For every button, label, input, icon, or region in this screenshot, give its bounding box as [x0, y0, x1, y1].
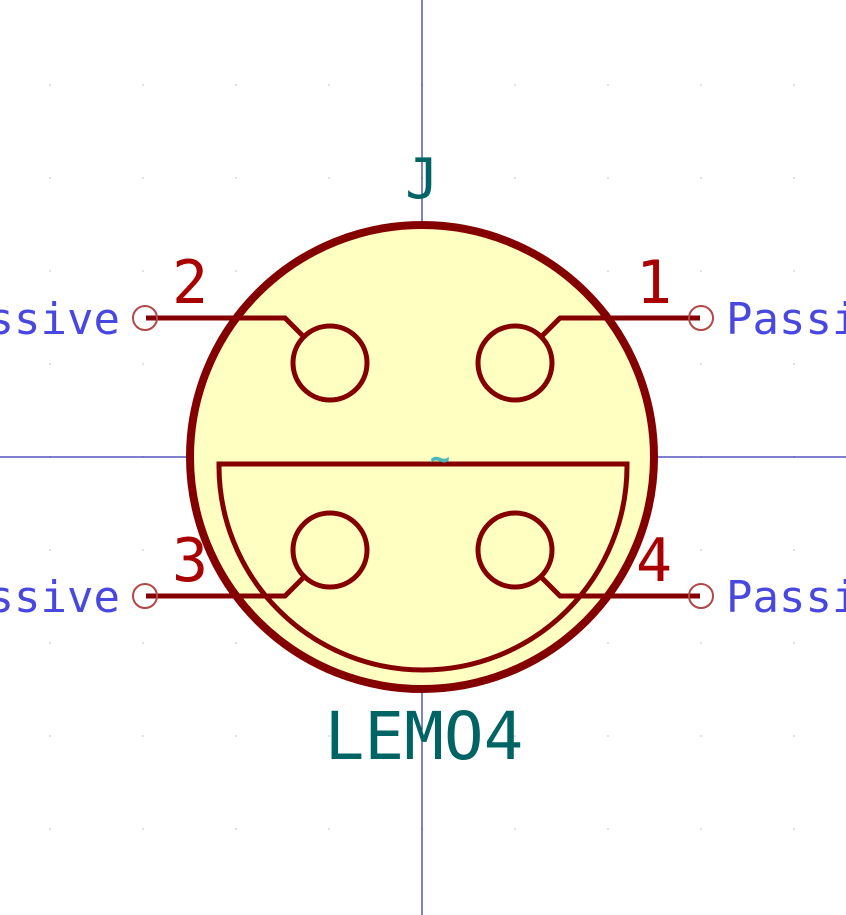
- pin-1-connection-point[interactable]: [688, 305, 714, 331]
- pin-1-lead[interactable]: [540, 315, 700, 338]
- reference-designator[interactable]: J: [405, 147, 439, 212]
- grid-dot: [142, 363, 144, 365]
- grid-dot: [328, 177, 330, 179]
- grid-dot: [700, 363, 702, 365]
- grid-dot: [49, 84, 51, 86]
- grid-dot: [700, 735, 702, 737]
- grid-dot: [793, 642, 795, 644]
- keyed-half-outline[interactable]: [216, 461, 630, 673]
- grid-dot: [700, 549, 702, 551]
- grid-dot: [49, 177, 51, 179]
- pin-4-connection-point[interactable]: [688, 583, 714, 609]
- pin-3-lead[interactable]: [146, 576, 305, 599]
- grid-dot: [142, 642, 144, 644]
- grid-dot: [700, 177, 702, 179]
- grid-dot: [793, 177, 795, 179]
- grid-dot: [142, 828, 144, 830]
- grid-dot: [514, 735, 516, 737]
- grid-dot: [700, 270, 702, 272]
- grid-dot: [793, 735, 795, 737]
- pin-1[interactable]: 1 Passive: [475, 248, 846, 403]
- grid-dot: [49, 363, 51, 365]
- grid-dot: [235, 270, 237, 272]
- pin-2-connection-point[interactable]: [132, 305, 158, 331]
- grid-dot: [142, 84, 144, 86]
- pin-4-contact[interactable]: [475, 510, 555, 590]
- pin-4-lead[interactable]: [540, 576, 700, 599]
- pin-4-type-label: Passive: [726, 572, 846, 623]
- pin-2-contact[interactable]: [290, 323, 370, 403]
- grid-dot: [328, 84, 330, 86]
- grid-dot: [235, 642, 237, 644]
- value-field[interactable]: LEMO4: [325, 698, 524, 775]
- grid-dot: [49, 549, 51, 551]
- grid-dot: [49, 735, 51, 737]
- grid-dot: [607, 84, 609, 86]
- grid-dot: [142, 270, 144, 272]
- grid-dot: [700, 828, 702, 830]
- pin-1-contact[interactable]: [475, 323, 555, 403]
- pin-2-number: 2: [172, 248, 208, 318]
- grid-dot: [793, 363, 795, 365]
- pin-3[interactable]: 3 Passive: [0, 510, 370, 623]
- pin-1-number: 1: [636, 248, 672, 318]
- grid-dot: [514, 828, 516, 830]
- connector-body[interactable]: [186, 221, 658, 693]
- grid-dot: [793, 828, 795, 830]
- grid-dot: [328, 735, 330, 737]
- grid-dot: [514, 84, 516, 86]
- pin-3-connection-point[interactable]: [132, 583, 158, 609]
- pin-2-type-label: Passive: [0, 294, 120, 345]
- grid-dot: [235, 828, 237, 830]
- unit-marker: ~: [430, 439, 450, 479]
- pin-2-lead[interactable]: [146, 315, 305, 338]
- grid-dot: [607, 270, 609, 272]
- grid-dot: [700, 642, 702, 644]
- grid-dot: [607, 735, 609, 737]
- grid-dot: [235, 84, 237, 86]
- grid-dot: [235, 177, 237, 179]
- grid-dot: [49, 270, 51, 272]
- grid-dot: [328, 828, 330, 830]
- grid-dot: [49, 642, 51, 644]
- pin-3-type-label: Passive: [0, 572, 120, 623]
- grid-dot: [700, 84, 702, 86]
- grid-dot: [793, 270, 795, 272]
- grid-dot: [607, 642, 609, 644]
- grid-dot: [793, 549, 795, 551]
- pin-1-type-label: Passive: [726, 294, 846, 345]
- pin-3-contact[interactable]: [290, 510, 370, 590]
- grid-dot: [793, 84, 795, 86]
- grid-dot: [607, 828, 609, 830]
- pin-4-number: 4: [636, 526, 672, 596]
- grid-dot: [607, 177, 609, 179]
- pin-2[interactable]: 2 Passive: [0, 248, 370, 403]
- grid-dot: [235, 735, 237, 737]
- pin-3-number: 3: [172, 526, 208, 596]
- pin-4[interactable]: 4 Passive: [475, 510, 846, 623]
- grid-dot: [142, 549, 144, 551]
- body-circle[interactable]: [186, 221, 658, 693]
- grid-dot: [142, 177, 144, 179]
- grid-dot: [49, 828, 51, 830]
- grid-dot: [514, 177, 516, 179]
- grid-dot: [142, 735, 144, 737]
